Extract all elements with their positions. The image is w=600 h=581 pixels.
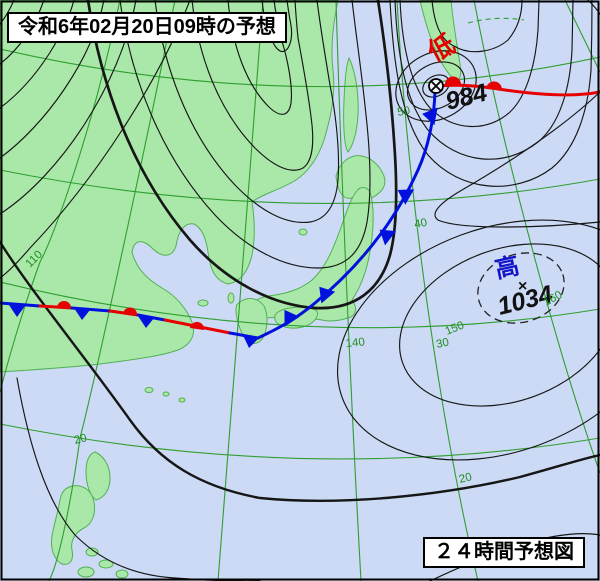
island-kyushu — [235, 298, 268, 344]
continent-asia — [0, 0, 339, 373]
warm-front-markers — [445, 76, 503, 90]
island-hokkaido — [335, 155, 386, 202]
parallel-20n — [0, 423, 600, 460]
island-philippines-1 — [85, 547, 99, 557]
cold-front — [256, 84, 438, 340]
island-ryukyu-3 — [178, 397, 186, 403]
parallel-30n — [0, 281, 600, 329]
isobar-high-oval — [336, 219, 600, 461]
fronts-layer — [0, 76, 600, 348]
parallel-40n — [0, 169, 600, 204]
island-honshu — [249, 187, 374, 322]
isobar — [431, 0, 523, 53]
isobar-low-ring — [395, 50, 477, 122]
latitude-label-20-west: 20 — [73, 432, 88, 447]
island-philippines-4 — [115, 569, 129, 579]
island-luzon — [51, 485, 95, 565]
meridian-110e — [0, 0, 121, 393]
parallel-50n — [0, 48, 600, 88]
graticule-labels: 110 50 40 140 150 30 160 20 20 — [24, 105, 565, 486]
isobar-high-dashed — [477, 252, 565, 324]
isobar — [0, 0, 191, 279]
map-type-box: ２４時間予想図 — [423, 537, 585, 568]
isobar-bold-south — [0, 240, 600, 502]
forecast-title-text: 令和6年02月20日09時の予想 — [18, 16, 276, 38]
island-ryukyu-2 — [162, 391, 170, 397]
latitude-label-20-east: 20 — [458, 471, 473, 486]
latitude-label-40: 40 — [413, 217, 428, 231]
isobar — [394, 0, 574, 160]
island-philippines-3 — [77, 566, 95, 578]
island-tsushima — [227, 292, 235, 304]
meridian-150e — [396, 0, 479, 581]
longitude-label-140: 140 — [345, 336, 365, 350]
isobar-bold-trough — [86, 0, 398, 310]
high-kind-label: 高 — [492, 251, 521, 283]
isobar-high-oval — [399, 243, 600, 407]
high-center-mark: × — [518, 278, 527, 295]
meridian-120e — [48, 0, 176, 581]
kuril-islands-dashed — [467, 17, 525, 24]
cold-front-markers — [284, 107, 438, 327]
latitude-label-30: 30 — [435, 337, 450, 351]
stationary-front-markers — [9, 301, 259, 348]
map-type-text: ２４時間予想図 — [434, 541, 574, 563]
isobar — [434, 91, 600, 228]
isobar — [119, 0, 371, 269]
latitude-label-50: 50 — [396, 105, 411, 119]
island-sado — [298, 228, 308, 236]
isobar-low-ring — [406, 61, 466, 111]
isobar — [399, 0, 540, 128]
island-taiwan — [85, 451, 111, 501]
meridian-170e — [564, 0, 600, 73]
forecast-title-box: 令和6年02月20日09時の予想 — [7, 12, 287, 43]
island-philippines-2 — [98, 559, 114, 569]
land-layer — [0, 0, 462, 579]
island-jeju — [197, 299, 209, 307]
isobar — [389, 0, 593, 187]
isobar — [154, 0, 340, 224]
island-ryukyu-1 — [144, 387, 154, 393]
meridian-160e — [473, 0, 600, 474]
island-sakhalin — [343, 56, 359, 153]
meridian-130e — [217, 0, 264, 581]
isobar — [191, 0, 314, 171]
low-center-mark-icon — [428, 78, 444, 94]
isobar — [0, 0, 75, 109]
warm-front — [434, 83, 600, 97]
